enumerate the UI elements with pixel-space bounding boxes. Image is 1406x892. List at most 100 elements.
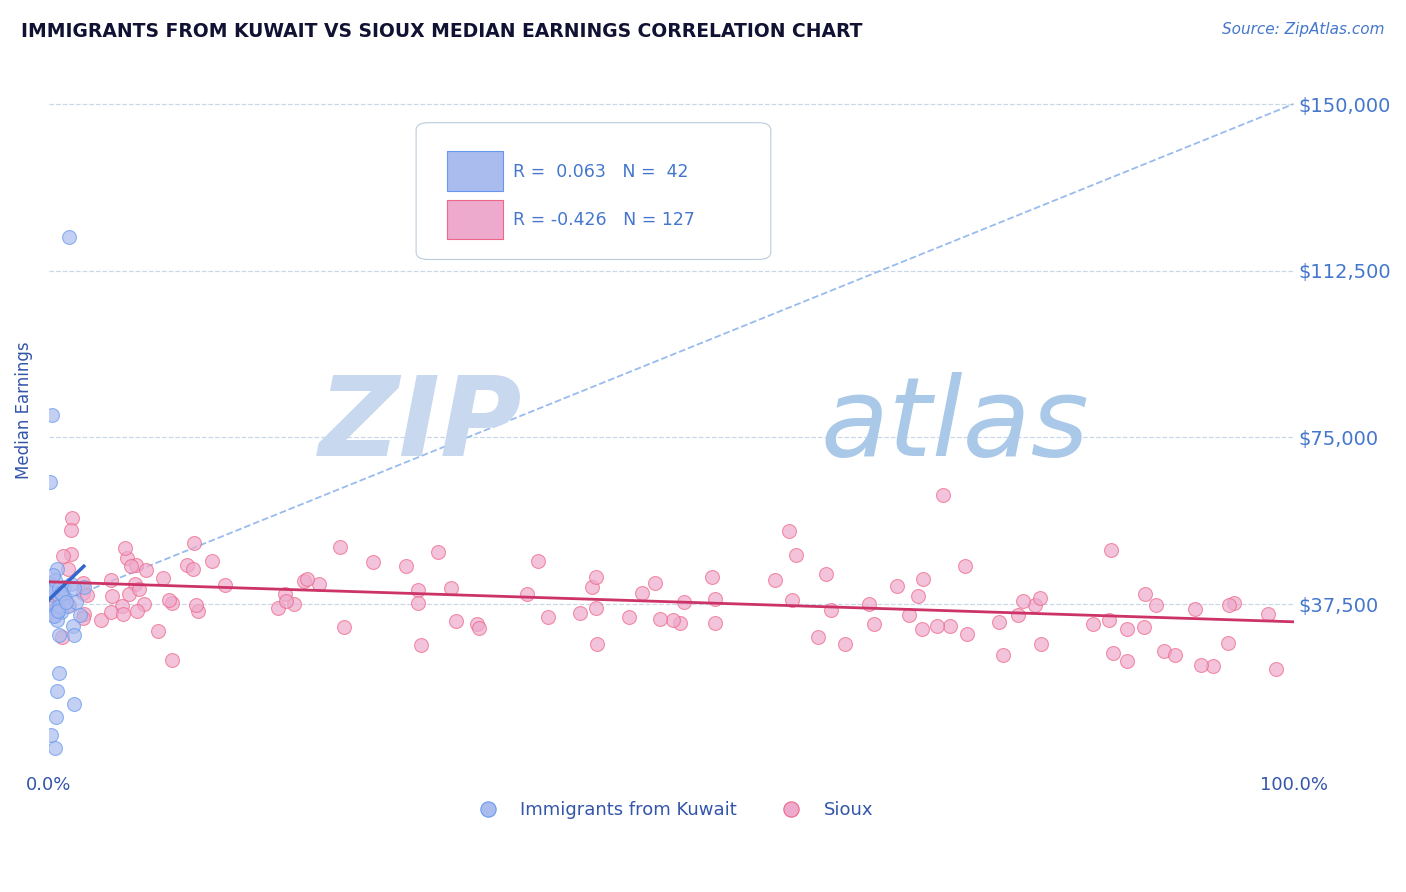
Sioux — [662, 613, 685, 627]
Sioux — [617, 609, 640, 624]
Immigrants from Kuwait — [60, 577, 83, 591]
Sioux — [785, 549, 807, 563]
Sioux — [1133, 587, 1156, 601]
Sioux — [1024, 598, 1046, 612]
Sioux — [160, 596, 183, 610]
Sioux — [898, 608, 921, 623]
Sioux — [100, 573, 122, 587]
Sioux — [183, 536, 205, 550]
Sioux — [201, 554, 224, 568]
Immigrants from Kuwait — [41, 581, 63, 595]
Sioux — [820, 603, 842, 617]
Sioux — [111, 599, 134, 613]
Sioux — [516, 587, 538, 601]
Immigrants from Kuwait — [63, 697, 86, 711]
Immigrants from Kuwait — [39, 576, 62, 591]
Immigrants from Kuwait — [73, 580, 96, 594]
Immigrants from Kuwait — [41, 408, 63, 422]
Sioux — [120, 558, 142, 573]
Immigrants from Kuwait — [65, 595, 87, 609]
Sioux — [117, 550, 139, 565]
Sioux — [267, 600, 290, 615]
Sioux — [1153, 644, 1175, 658]
Sioux — [283, 597, 305, 611]
Sioux — [51, 591, 73, 605]
Sioux — [1184, 601, 1206, 615]
Sioux — [124, 577, 146, 591]
Sioux — [1132, 619, 1154, 633]
Sioux — [214, 578, 236, 592]
Sioux — [58, 598, 80, 612]
Immigrants from Kuwait — [56, 599, 79, 614]
Sioux — [76, 588, 98, 602]
Immigrants from Kuwait — [48, 590, 70, 604]
Text: ZIP: ZIP — [318, 372, 522, 479]
Sioux — [932, 488, 955, 502]
Sioux — [1098, 613, 1121, 627]
Sioux — [444, 615, 467, 629]
Sioux — [1144, 599, 1167, 613]
Immigrants from Kuwait — [42, 609, 65, 624]
Sioux — [956, 627, 979, 641]
Sioux — [59, 547, 82, 561]
Text: atlas: atlas — [821, 372, 1090, 479]
Sioux — [439, 581, 461, 595]
Sioux — [631, 586, 654, 600]
Immigrants from Kuwait — [62, 619, 84, 633]
Sioux — [56, 562, 79, 576]
Immigrants from Kuwait — [45, 683, 67, 698]
Sioux — [276, 594, 298, 608]
Sioux — [1012, 594, 1035, 608]
Sioux — [672, 595, 695, 609]
Sioux — [134, 597, 156, 611]
Sioux — [1029, 637, 1052, 651]
Immigrants from Kuwait — [49, 584, 72, 599]
Sioux — [568, 606, 591, 620]
Sioux — [101, 589, 124, 603]
Text: Source: ZipAtlas.com: Source: ZipAtlas.com — [1222, 22, 1385, 37]
Immigrants from Kuwait — [58, 230, 80, 244]
Sioux — [72, 585, 94, 599]
Sioux — [184, 598, 207, 612]
Sioux — [465, 617, 488, 632]
Sioux — [329, 540, 352, 554]
Sioux — [176, 558, 198, 572]
Sioux — [780, 592, 803, 607]
Sioux — [585, 569, 607, 583]
Sioux — [863, 617, 886, 632]
Text: IMMIGRANTS FROM KUWAIT VS SIOUX MEDIAN EARNINGS CORRELATION CHART: IMMIGRANTS FROM KUWAIT VS SIOUX MEDIAN E… — [21, 22, 863, 41]
Sioux — [152, 571, 174, 585]
Sioux — [1029, 591, 1052, 605]
Sioux — [125, 558, 148, 572]
Sioux — [274, 587, 297, 601]
Immigrants from Kuwait — [52, 591, 75, 605]
Sioux — [912, 572, 935, 586]
Sioux — [100, 605, 122, 619]
Sioux — [953, 558, 976, 573]
Sioux — [648, 612, 671, 626]
Immigrants from Kuwait — [69, 608, 91, 623]
Sioux — [467, 621, 489, 635]
Sioux — [526, 554, 548, 568]
Sioux — [181, 561, 204, 575]
Sioux — [700, 570, 723, 584]
Sioux — [146, 624, 169, 638]
Sioux — [135, 563, 157, 577]
FancyBboxPatch shape — [416, 123, 770, 260]
Immigrants from Kuwait — [46, 604, 69, 618]
Immigrants from Kuwait — [44, 741, 66, 756]
Sioux — [39, 599, 62, 614]
Immigrants from Kuwait — [63, 582, 86, 596]
Immigrants from Kuwait — [41, 608, 63, 623]
Sioux — [295, 572, 318, 586]
Sioux — [925, 619, 948, 633]
Immigrants from Kuwait — [39, 582, 62, 596]
Sioux — [1081, 617, 1104, 632]
Sioux — [308, 577, 330, 591]
Sioux — [991, 648, 1014, 662]
Sioux — [162, 653, 184, 667]
Sioux — [814, 566, 837, 581]
Legend: Immigrants from Kuwait, Sioux: Immigrants from Kuwait, Sioux — [463, 794, 880, 827]
Sioux — [426, 545, 449, 559]
Sioux — [537, 610, 560, 624]
